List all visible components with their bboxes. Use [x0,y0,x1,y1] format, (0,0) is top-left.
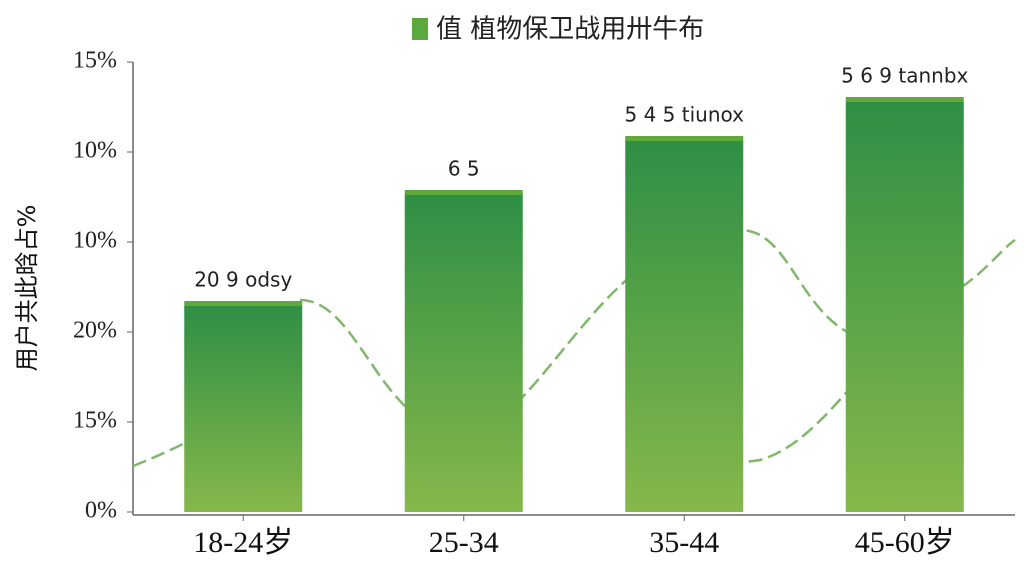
x-tick-label: 35-44 [649,526,719,559]
y-tick-label: 20% [73,318,117,344]
bar-annotation: 5 6 9 tannbx [841,64,968,88]
bar [404,194,523,512]
y-axis-label: 用户共此晗占% [13,205,41,372]
bar [625,140,744,512]
y-tick-label: 0% [85,498,117,524]
bar [184,305,303,512]
y-tick-label: 10% [73,228,117,254]
x-tick-label: 45-60岁 [855,526,955,559]
grass [625,136,744,141]
x-tick-label: 25-34 [429,526,499,559]
grass [845,97,964,102]
bar [845,101,964,512]
chart-title: 值 植物保卫战用卅牛布 [436,15,704,45]
bar-annotation: 20 9 odsy [194,268,292,292]
grass [184,301,303,306]
bar-annotation: 6 5 [448,157,480,181]
legend-swatch [412,18,428,40]
x-tick-label: 18-24岁 [193,526,293,559]
bar-annotation: 5 4 5 tiunox [625,103,745,127]
grass [404,190,523,195]
y-tick-label: 15% [73,408,117,434]
y-tick-label: 10% [73,138,117,164]
y-tick-label: 15% [73,48,117,74]
